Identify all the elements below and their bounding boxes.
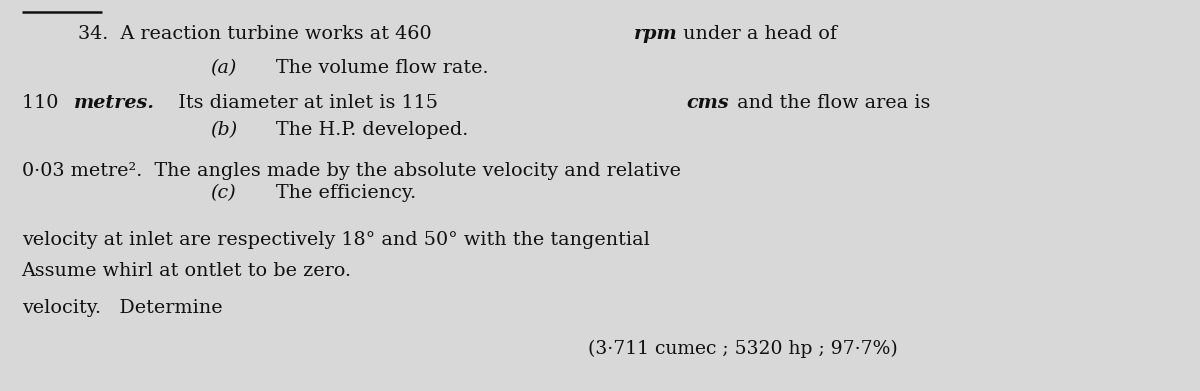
Text: rpm: rpm — [634, 25, 677, 43]
Text: 110: 110 — [22, 94, 64, 112]
Text: The efficiency.: The efficiency. — [276, 184, 416, 202]
Text: Its diameter at inlet is 115: Its diameter at inlet is 115 — [166, 94, 444, 112]
Text: The volume flow rate.: The volume flow rate. — [276, 59, 488, 77]
Text: metres.: metres. — [74, 94, 155, 112]
Text: (b): (b) — [210, 121, 238, 139]
Text: (a): (a) — [210, 59, 236, 77]
Text: velocity.   Determine: velocity. Determine — [22, 299, 222, 317]
Text: cms: cms — [686, 94, 730, 112]
Text: velocity at inlet are respectively 18° and 50° with the tangential: velocity at inlet are respectively 18° a… — [22, 231, 649, 249]
Text: 0·03 metre².  The angles made by the absolute velocity and relative: 0·03 metre². The angles made by the abso… — [22, 162, 680, 180]
Text: and the flow area is: and the flow area is — [731, 94, 930, 112]
Text: under a head of: under a head of — [677, 25, 836, 43]
Text: Assume whirl at ontlet to be zero.: Assume whirl at ontlet to be zero. — [22, 262, 352, 280]
Text: 34.  A reaction turbine works at 460: 34. A reaction turbine works at 460 — [78, 25, 438, 43]
Text: (3·711 cumec ; 5320 hp ; 97·7%): (3·711 cumec ; 5320 hp ; 97·7%) — [588, 340, 898, 359]
Text: (c): (c) — [210, 184, 235, 202]
Text: The H.P. developed.: The H.P. developed. — [276, 121, 468, 139]
